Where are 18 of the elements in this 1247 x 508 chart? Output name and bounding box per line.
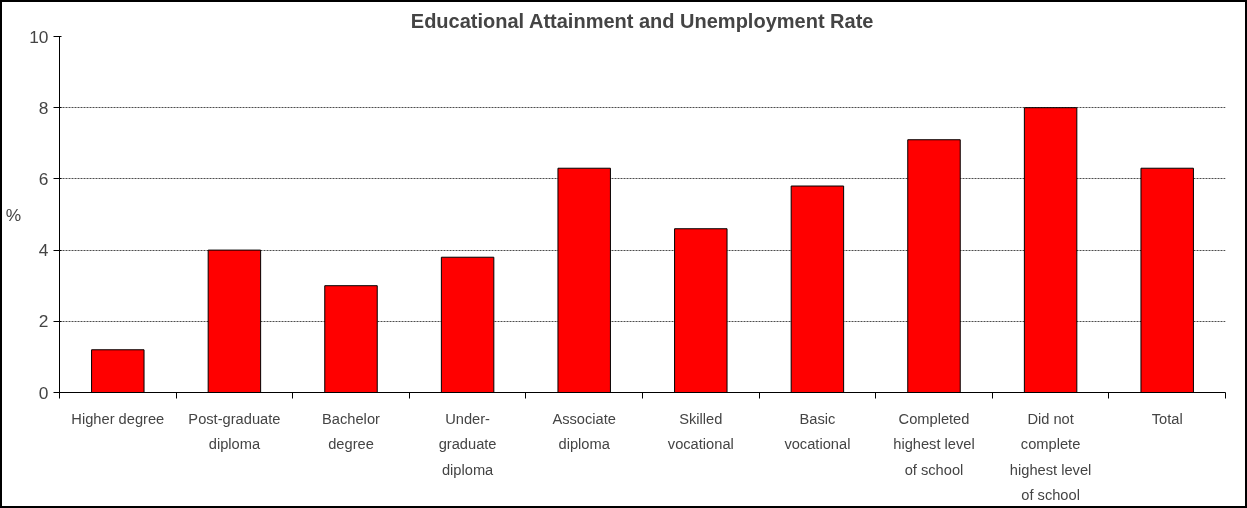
y-tick-label: 4 [38,240,49,261]
x-tick-label: Total [1151,410,1183,427]
x-tick-label: Post-graduate diploma [188,410,281,453]
x-tick-label: Higher degree [71,410,165,427]
x-tick-label: Under-graduate diploma [438,410,497,478]
y-tick-label: 0 [38,382,49,403]
y-tick-label: 6 [38,168,49,189]
chart-title: Educational Attainment and Unemployment Rate [410,9,874,32]
x-tick-label: Completed highest level of school [893,410,975,478]
x-tick-label: Skilled vocational [667,410,734,453]
y-axis-title: % [5,204,22,225]
y-tick-label: 10 [29,26,49,47]
y-tick-label: 8 [38,97,49,118]
y-tick-label: 2 [38,311,49,332]
x-tick-label: Did not complete highest level of school [1009,410,1092,504]
x-tick-label: Associate diploma [552,410,616,453]
x-tick-label: Bachelor degree [322,410,381,453]
x-tick-label: Basic vocational [784,410,851,453]
